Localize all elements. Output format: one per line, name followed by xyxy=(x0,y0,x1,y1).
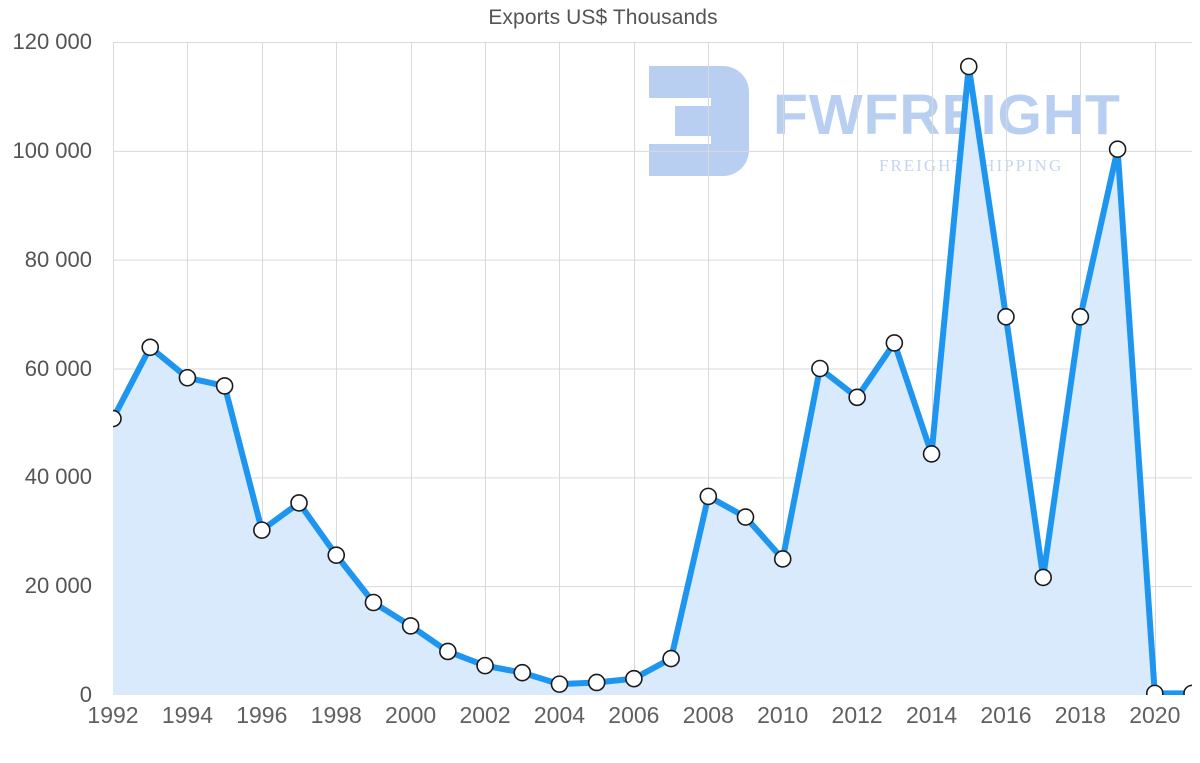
y-axis-tick-label: 60 000 xyxy=(24,355,92,381)
data-markers xyxy=(113,57,1192,695)
data-point-marker[interactable] xyxy=(290,494,308,512)
data-point-marker[interactable] xyxy=(476,656,494,675)
x-axis-tick-label: 2008 xyxy=(682,702,734,728)
data-point-marker[interactable] xyxy=(1108,140,1127,158)
data-point-marker[interactable] xyxy=(550,675,569,693)
data-point-marker[interactable] xyxy=(1145,684,1164,695)
chart-title: Exports US$ Thousands xyxy=(0,6,1200,30)
data-point-marker[interactable] xyxy=(364,593,383,612)
data-point-marker[interactable] xyxy=(1034,568,1052,587)
data-point-marker[interactable] xyxy=(811,359,829,378)
x-axis-tick-label: 2012 xyxy=(831,702,883,728)
data-point-marker[interactable] xyxy=(587,673,606,692)
x-axis-tick-label: 2006 xyxy=(608,702,660,728)
data-point-marker[interactable] xyxy=(178,368,197,387)
data-point-marker[interactable] xyxy=(997,307,1015,326)
data-point-marker[interactable] xyxy=(625,669,643,688)
chart-title-text: Exports US$ Thousands xyxy=(488,6,718,29)
data-point-marker[interactable] xyxy=(848,388,866,407)
y-axis-tick-label: 20 000 xyxy=(24,573,92,599)
x-axis-tick-label: 2002 xyxy=(459,702,511,728)
data-point-marker[interactable] xyxy=(922,445,941,463)
data-point-marker[interactable] xyxy=(513,663,532,682)
chart-svg xyxy=(113,42,1192,695)
x-axis-tick-label: 2000 xyxy=(385,702,437,728)
data-point-marker[interactable] xyxy=(1071,307,1090,326)
y-axis-tick-label: 40 000 xyxy=(24,464,92,490)
y-axis-tick-label: 120 000 xyxy=(12,29,92,54)
x-axis-tick-label: 2014 xyxy=(905,702,958,728)
plot-area xyxy=(113,42,1192,695)
y-axis-tick-label: 100 000 xyxy=(12,137,92,163)
data-point-marker[interactable] xyxy=(662,649,680,668)
data-point-marker[interactable] xyxy=(141,338,160,357)
data-point-marker[interactable] xyxy=(885,334,904,352)
x-axis-tick-label: 2018 xyxy=(1054,702,1106,728)
data-point-marker[interactable] xyxy=(959,57,978,76)
x-axis-tick-label: 2016 xyxy=(980,702,1032,728)
data-point-marker[interactable] xyxy=(113,409,122,428)
data-point-marker[interactable] xyxy=(327,546,346,564)
y-axis-tick-label: 0 xyxy=(79,682,92,707)
data-point-marker[interactable] xyxy=(401,617,420,635)
x-axis-tick-label: 1996 xyxy=(236,702,288,728)
data-point-marker[interactable] xyxy=(699,487,718,506)
x-axis-tick-label: 2004 xyxy=(533,702,586,728)
x-axis-tick-label: 1998 xyxy=(310,702,362,728)
x-axis-tick-label: 2020 xyxy=(1129,702,1181,728)
y-axis-tick-label: 80 000 xyxy=(24,246,92,272)
data-point-marker[interactable] xyxy=(773,550,792,568)
data-point-marker[interactable] xyxy=(439,642,457,661)
x-axis-tick-label: 1992 xyxy=(87,702,139,728)
data-point-marker[interactable] xyxy=(253,521,271,539)
x-axis-tick-label: 1994 xyxy=(161,702,213,728)
data-point-marker[interactable] xyxy=(215,377,234,395)
x-axis-tick-label: 2010 xyxy=(757,702,809,728)
data-point-marker[interactable] xyxy=(1183,684,1192,695)
data-point-marker[interactable] xyxy=(736,508,755,526)
area-fill xyxy=(113,66,1192,695)
